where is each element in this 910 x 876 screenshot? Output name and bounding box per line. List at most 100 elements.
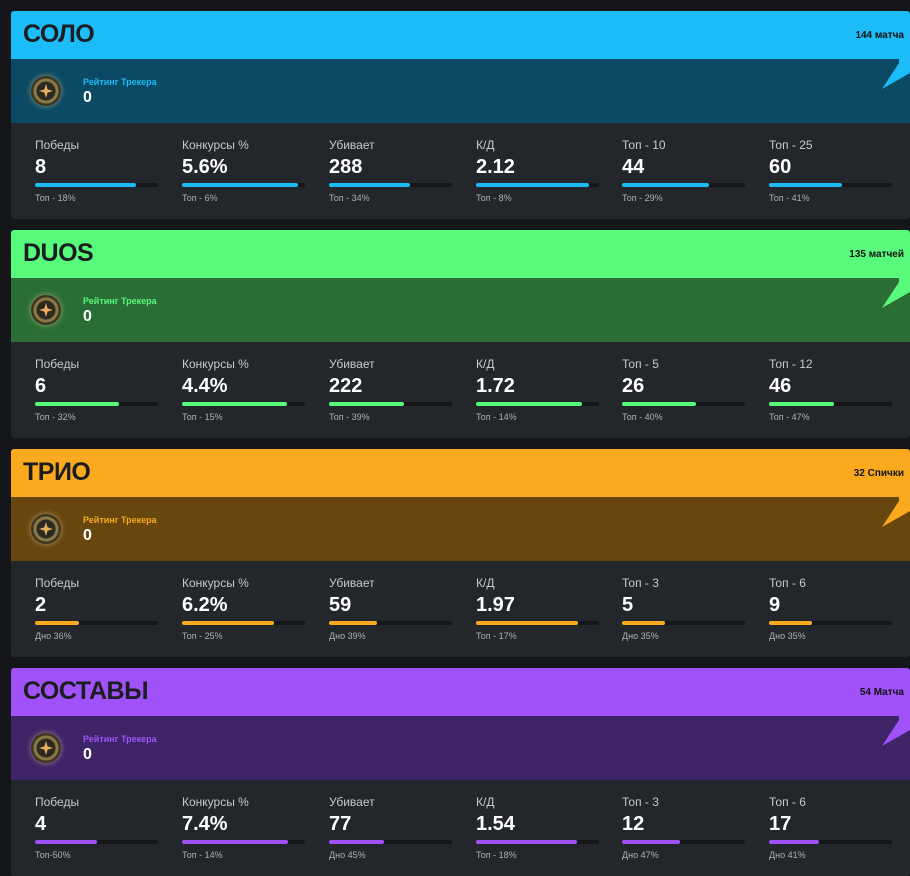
stat-label: К/Д: [476, 357, 495, 371]
percentile-bar-fill: [622, 402, 696, 406]
stat-value: 222: [329, 375, 363, 397]
stat-label: Конкурсы %: [182, 138, 249, 152]
percentile-bar: [769, 840, 892, 844]
stat-label: К/Д: [476, 138, 495, 152]
percentile-bar-fill: [182, 840, 288, 844]
percentile-bar: [769, 621, 892, 625]
rank-badge-icon: [31, 76, 61, 106]
header-notch-shape: [882, 489, 910, 527]
stat-value: 1.97: [476, 594, 515, 616]
percentile-bar-fill: [35, 840, 97, 844]
percentile-bar: [35, 402, 158, 406]
percentile-bar-fill: [476, 402, 582, 406]
stat-value: 17: [769, 813, 792, 835]
stat-label: Конкурсы %: [182, 576, 249, 590]
tracker-rating-label: Рейтинг Трекера: [83, 296, 157, 306]
stat-percentile: Дно 39%: [329, 631, 366, 641]
percentile-bar: [769, 402, 892, 406]
stat-percentile: Дно 35%: [769, 631, 806, 641]
stat-label: Победы: [35, 795, 80, 809]
header-notch-icon: [882, 708, 910, 746]
mode-card: ТРИО 32 Спички Рейтинг Трекера 0 Победы …: [11, 449, 910, 657]
header-notch-shape: [882, 270, 910, 308]
stat-value: 46: [769, 375, 792, 397]
mode-card: СОЛО 144 матча Рейтинг Трекера 0 Победы …: [11, 11, 910, 219]
percentile-bar-fill: [329, 840, 385, 844]
percentile-bar-fill: [476, 621, 579, 625]
stat-percentile: Топ - 18%: [35, 193, 76, 203]
percentile-bar: [182, 402, 305, 406]
stat-value: 5: [622, 594, 634, 616]
percentile-bar-fill: [182, 621, 275, 625]
stat-label: Победы: [35, 576, 80, 590]
header-notch-shape: [882, 51, 910, 89]
tracker-rating-value: 0: [83, 89, 92, 106]
rank-badge-icon: [31, 295, 61, 325]
stat-percentile: Топ - 18%: [476, 850, 517, 860]
stat-value: 4.4%: [182, 375, 228, 397]
rank-badge-icon: [31, 514, 61, 544]
percentile-bar: [182, 183, 305, 187]
stat-label: Топ - 12: [769, 357, 813, 371]
stat-value: 26: [622, 375, 645, 397]
mode-header: ТРИО 32 Спички: [11, 449, 910, 497]
stat-label: Убивает: [329, 357, 375, 371]
stat-percentile: Топ - 32%: [35, 412, 76, 422]
percentile-bar-fill: [35, 621, 80, 625]
percentile-bar-fill: [769, 621, 813, 625]
stat-percentile: Дно 41%: [769, 850, 806, 860]
header-notch-icon: [882, 51, 910, 89]
stat-label: Топ - 10: [622, 138, 666, 152]
stat-percentile: Топ-50%: [35, 850, 71, 860]
percentile-bar: [476, 183, 599, 187]
percentile-bar-fill: [329, 621, 377, 625]
stat-percentile: Дно 35%: [622, 631, 659, 641]
stat-label: Топ - 6: [769, 576, 806, 590]
mode-card: СОСТАВЫ 54 Матча Рейтинг Трекера 0 Побед…: [11, 668, 910, 876]
percentile-bar-fill: [622, 840, 680, 844]
tracker-rating-value: 0: [83, 308, 92, 325]
tracker-rating-label: Рейтинг Трекера: [83, 734, 157, 744]
mode-card: DUOS 135 матчей Рейтинг Трекера 0 Победы…: [11, 230, 910, 438]
percentile-bar-fill: [35, 402, 119, 406]
match-count: 144 матча: [855, 30, 904, 41]
stat-percentile: Топ - 47%: [769, 412, 810, 422]
percentile-bar-fill: [35, 183, 136, 187]
stat-value: 8: [35, 156, 47, 178]
stat-percentile: Топ - 14%: [476, 412, 517, 422]
stats-row: Победы 2 Дно 36% Конкурсы % 6.2% Топ - 2…: [11, 561, 910, 657]
percentile-bar-fill: [182, 183, 298, 187]
stat-label: Топ - 25: [769, 138, 813, 152]
percentile-bar: [329, 183, 452, 187]
stat-percentile: Топ - 14%: [182, 850, 223, 860]
tracker-rating-band: Рейтинг Трекера 0: [11, 278, 910, 342]
mode-title: DUOS: [23, 239, 94, 267]
stat-value: 7.4%: [182, 813, 228, 835]
stat-percentile: Топ - 6%: [182, 193, 218, 203]
stat-percentile: Дно 45%: [329, 850, 366, 860]
stats-row: Победы 4 Топ-50% Конкурсы % 7.4% Топ - 1…: [11, 780, 910, 876]
stat-percentile: Топ - 17%: [476, 631, 517, 641]
match-count: 135 матчей: [849, 249, 904, 260]
rank-badge-icon: [31, 733, 61, 763]
mode-header: СОЛО 144 матча: [11, 11, 910, 59]
stat-value: 12: [622, 813, 645, 835]
stat-value: 9: [769, 594, 781, 616]
stats-row: Победы 8 Топ - 18% Конкурсы % 5.6% Топ -…: [11, 123, 910, 219]
stat-label: Убивает: [329, 795, 375, 809]
percentile-bar-fill: [329, 402, 405, 406]
stat-label: Конкурсы %: [182, 357, 249, 371]
stat-label: Убивает: [329, 138, 375, 152]
stat-percentile: Топ - 8%: [476, 193, 512, 203]
percentile-bar: [622, 840, 745, 844]
stat-label: Убивает: [329, 576, 375, 590]
stat-label: Топ - 3: [622, 576, 659, 590]
stat-label: Топ - 6: [769, 795, 806, 809]
stat-percentile: Топ - 39%: [329, 412, 370, 422]
tracker-rating-value: 0: [83, 746, 92, 763]
percentile-bar-fill: [476, 183, 590, 187]
match-count: 54 Матча: [859, 687, 904, 698]
percentile-bar: [622, 402, 745, 406]
mode-header: DUOS 135 матчей: [11, 230, 910, 278]
mode-title: СОСТАВЫ: [23, 677, 149, 705]
